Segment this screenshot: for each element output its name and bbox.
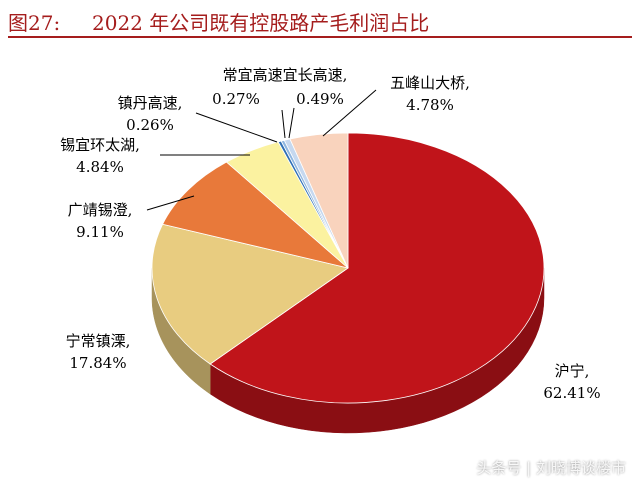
figure-label: 图27: — [8, 11, 61, 35]
leader-line-2 — [146, 195, 195, 211]
slice-value-label-6: 0.49% — [296, 90, 344, 108]
pie-slice-2 — [161, 161, 349, 269]
slice-name-label-3: 锡宜环太湖, — [60, 136, 140, 154]
slice-name-label-7: 五峰山大桥, — [390, 74, 470, 92]
slice-name-label-0: 沪宁, — [555, 362, 590, 380]
leader-line-4 — [195, 112, 278, 143]
slice-value-label-2: 9.11% — [76, 223, 124, 241]
pie-slice-0 — [209, 132, 545, 404]
pie-top — [151, 132, 545, 404]
slice-value-label-0: 62.41% — [543, 384, 600, 402]
slice-value-label-1: 17.84% — [69, 354, 126, 372]
leader-line-5 — [281, 109, 286, 139]
pie-slice-7 — [289, 132, 349, 269]
pie-slice-1 — [151, 223, 349, 365]
leader-line-6 — [288, 107, 295, 139]
slice-name-label-2: 广靖锡澄, — [68, 201, 133, 219]
slice-value-label-4: 0.26% — [126, 116, 174, 134]
slice-value-label-7: 4.78% — [406, 96, 454, 114]
figure-title: 2022 年公司既有控股路产毛利润占比 — [92, 11, 430, 35]
slice-value-label-3: 4.84% — [76, 158, 124, 176]
watermark: 头条号 | 刘晓博谈楼市 — [476, 459, 626, 477]
slice-name-label-1: 宁常镇溧, — [66, 332, 131, 350]
label-changyi-yichang-names: 常宜高速宜长高速, — [223, 66, 348, 84]
slice-value-label-5: 0.27% — [212, 90, 260, 108]
figure-header: 图27: 2022 年公司既有控股路产毛利润占比 — [8, 4, 632, 38]
slice-name-label-4: 镇丹高速, — [118, 94, 183, 112]
leader-line-7 — [322, 89, 377, 137]
pie-labels: 沪宁, 62.41% 宁常镇溧, 17.84% 广靖锡澄, 9.11% 锡宜环太湖, 4.84… — [60, 74, 600, 402]
